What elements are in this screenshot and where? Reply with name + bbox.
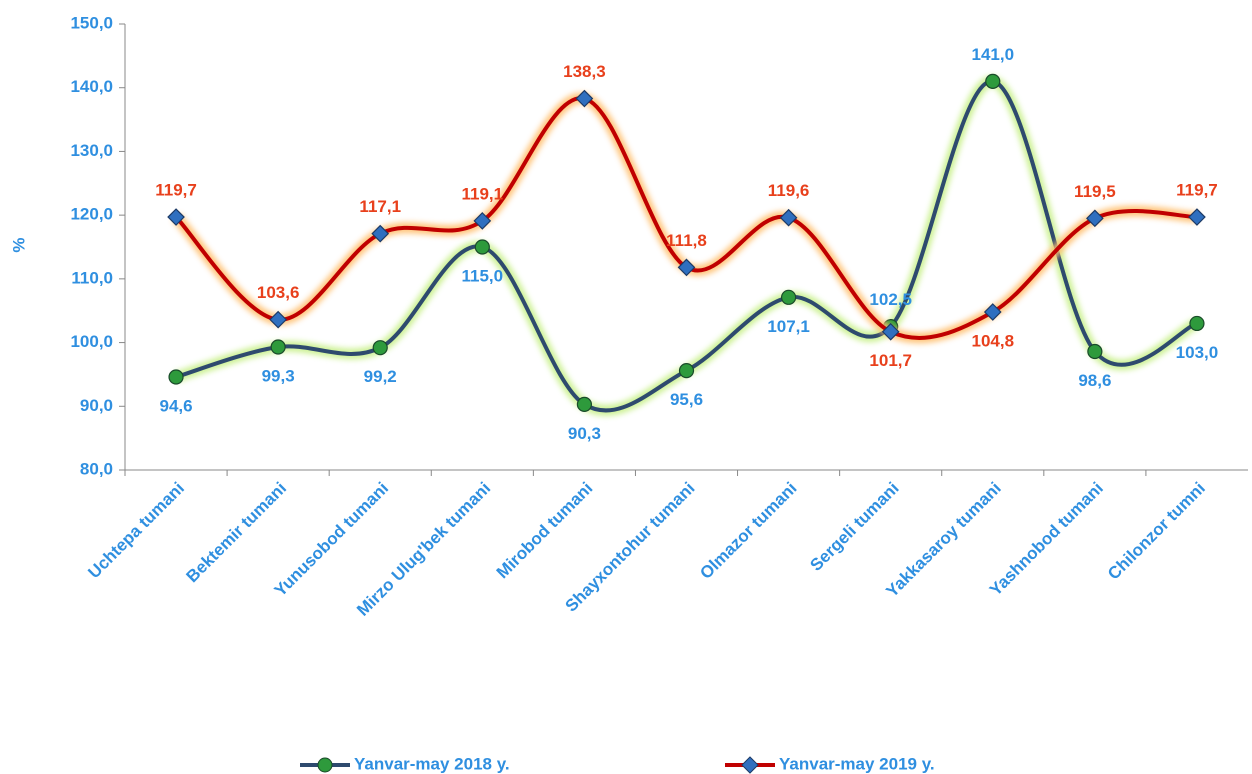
marker (677, 258, 696, 277)
data-label: 103,0 (1176, 343, 1219, 362)
x-tick-label: Yunusobod tumani (271, 479, 393, 601)
x-tick-label: Uchtepa tumani (84, 479, 188, 583)
y-axis-label: % (9, 237, 28, 252)
marker (1087, 343, 1103, 360)
marker (881, 322, 900, 341)
marker (474, 239, 490, 255)
x-tick-label: Yakkasaroy tumani (882, 479, 1004, 601)
marker (575, 89, 594, 108)
y-tick-label: 90,0 (80, 396, 113, 415)
y-tick-label: 130,0 (70, 141, 113, 160)
data-label: 115,0 (462, 266, 504, 285)
marker (270, 339, 286, 355)
marker (576, 396, 593, 412)
data-label: 107,1 (767, 317, 810, 336)
marker (372, 340, 388, 356)
y-tick-label: 120,0 (70, 205, 113, 224)
data-label: 95,6 (670, 390, 703, 409)
data-label: 141,0 (971, 45, 1014, 64)
data-label: 99,3 (262, 367, 295, 386)
x-tick-label: Chilonzor tumni (1104, 479, 1209, 584)
y-tick-label: 140,0 (70, 77, 113, 96)
series-line (174, 96, 1198, 340)
data-label: 119,7 (1176, 181, 1218, 200)
data-label: 94,6 (159, 396, 192, 415)
y-tick-label: 150,0 (70, 13, 113, 32)
y-tick-label: 100,0 (70, 332, 113, 351)
marker (269, 310, 287, 329)
marker (473, 212, 492, 230)
x-tick-label: Mirobod tumani (493, 479, 597, 583)
data-label: 101,7 (869, 351, 912, 370)
data-label: 119,6 (768, 181, 810, 200)
legend-marker (741, 756, 759, 774)
data-label: 138,3 (563, 62, 606, 81)
marker (371, 224, 390, 243)
legend-label: Yanvar-may 2019 y. (779, 754, 935, 773)
marker (780, 289, 797, 305)
y-tick-label: 110,0 (71, 268, 113, 287)
marker (168, 369, 184, 385)
marker (1189, 315, 1205, 332)
x-tick-label: Sergeli tumani (806, 479, 902, 575)
marker (1188, 208, 1206, 226)
y-tick-label: 80,0 (80, 459, 113, 478)
data-label: 119,1 (462, 184, 504, 203)
data-label: 99,2 (364, 367, 397, 386)
legend-label: Yanvar-may 2018 y. (354, 754, 510, 773)
legend-marker (317, 757, 333, 773)
data-label: 98,6 (1078, 371, 1111, 390)
data-label: 111,8 (666, 231, 707, 250)
marker (779, 208, 798, 227)
data-label: 117,1 (359, 197, 401, 216)
data-label: 103,6 (257, 283, 300, 302)
data-label: 102,5 (869, 290, 912, 309)
data-label: 119,7 (155, 181, 197, 200)
x-tick-label: Bektemir tumani (183, 479, 291, 587)
x-tick-label: Olmazor tumani (696, 479, 800, 583)
data-label: 90,3 (568, 424, 601, 443)
marker (678, 363, 695, 379)
marker (1086, 209, 1104, 228)
data-label: 104,8 (971, 331, 1014, 350)
marker (983, 303, 1002, 321)
x-tick-label: Yashnobod tumani (986, 479, 1107, 600)
marker (167, 208, 185, 226)
marker (985, 73, 1001, 89)
data-label: 119,5 (1074, 182, 1116, 201)
